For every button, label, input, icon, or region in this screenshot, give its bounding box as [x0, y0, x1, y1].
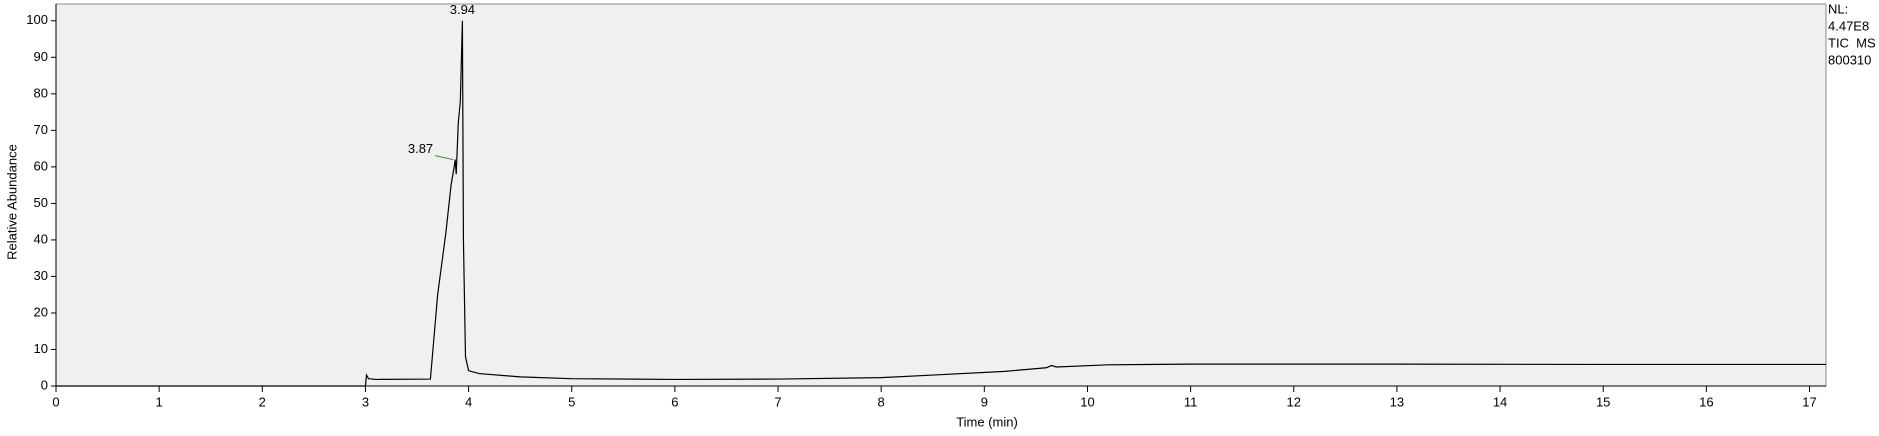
plot-area	[55, 3, 1827, 387]
x-tick-label: 2	[259, 394, 266, 409]
x-tick-label: 8	[878, 394, 885, 409]
x-tick-label: 5	[568, 394, 575, 409]
trace	[56, 20, 1826, 387]
y-axis-label: Relative Abundance	[4, 144, 19, 260]
x-tick-label: 15	[1596, 394, 1610, 409]
info-text: TIC MS	[1828, 35, 1876, 50]
x-tick-label: 1	[156, 394, 163, 409]
x-tick-label: 6	[671, 394, 678, 409]
y-tick-label: 10	[34, 341, 48, 356]
y-tick-label: 20	[34, 304, 48, 319]
x-tick-label: 13	[1390, 394, 1404, 409]
x-axis-label: Time (min)	[956, 414, 1018, 429]
x-tick-label: 10	[1080, 394, 1094, 409]
x-tick-label: 16	[1699, 394, 1713, 409]
x-tick-label: 0	[52, 394, 59, 409]
y-tick-label: 40	[34, 231, 48, 246]
peak-label: 3.87	[408, 141, 433, 156]
peak-label: 3.94	[450, 2, 475, 17]
y-tick-label: 0	[41, 377, 48, 392]
y-tick-label: 70	[34, 122, 48, 137]
info-text: NL:	[1828, 1, 1848, 16]
info-text: 4.47E8	[1828, 18, 1869, 33]
x-tick-label: 4	[465, 394, 472, 409]
info-text: 800310	[1828, 52, 1871, 67]
y-tick-label: 30	[34, 268, 48, 283]
x-tick-label: 14	[1493, 394, 1507, 409]
y-tick-label: 90	[34, 49, 48, 64]
x-tick-label: 7	[774, 394, 781, 409]
y-tick-label: 100	[26, 12, 48, 27]
x-tick-label: 9	[981, 394, 988, 409]
y-tick-label: 80	[34, 85, 48, 100]
x-tick-label: 3	[362, 394, 369, 409]
x-tick-label: 11	[1184, 394, 1198, 409]
y-tick-label: 60	[34, 158, 48, 173]
x-tick-label: 12	[1287, 394, 1301, 409]
x-tick-label: 17	[1802, 394, 1816, 409]
y-tick-label: 50	[34, 195, 48, 210]
peak-leader	[435, 155, 454, 161]
